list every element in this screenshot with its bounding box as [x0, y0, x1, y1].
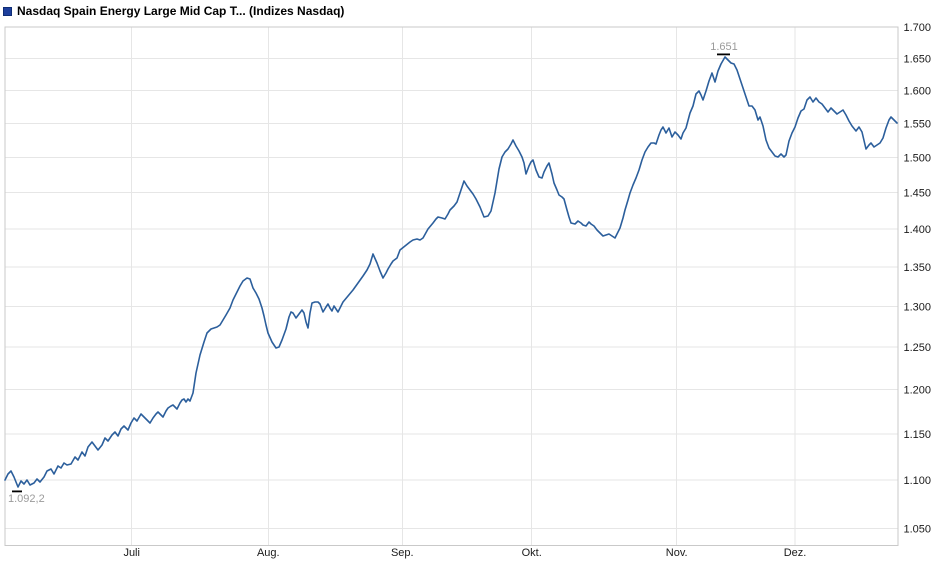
x-axis-label: Okt. — [522, 547, 542, 559]
y-axis-label: 1.200 — [904, 385, 932, 397]
y-axis-label: 1.050 — [904, 523, 932, 535]
x-axis-label: Juli — [123, 547, 140, 559]
y-axis-label: 1.400 — [904, 224, 932, 236]
y-axis-label: 1.450 — [904, 188, 932, 200]
y-axis-label: 1.100 — [904, 475, 932, 487]
high-value-label: 1.651 — [710, 41, 738, 53]
plot-border — [4, 26, 899, 546]
low-value-label: 1.092,2 — [8, 493, 45, 505]
low-tick-mark — [12, 490, 22, 493]
x-axis-label: Sep. — [391, 547, 414, 559]
x-axis-label: Aug. — [257, 547, 280, 559]
y-axis-label: 1.650 — [904, 53, 932, 65]
price-line — [4, 56, 898, 488]
y-axis-label: 1.300 — [904, 301, 932, 313]
x-axis-label: Nov. — [666, 547, 688, 559]
y-axis-label: 1.500 — [904, 152, 932, 164]
y-axis-label: 1.150 — [904, 429, 932, 441]
chart-title: Nasdaq Spain Energy Large Mid Cap T... (… — [17, 4, 345, 18]
y-axis-label: 1.350 — [904, 262, 932, 274]
x-axis-label: Dez. — [784, 547, 807, 559]
y-axis-label: 1.600 — [904, 85, 932, 97]
y-axis-label: 1.550 — [904, 118, 932, 130]
y-axis-label: 1.700 — [904, 22, 932, 34]
high-tick-mark — [717, 53, 730, 56]
y-axis-label: 1.250 — [904, 342, 932, 354]
chart-header: Nasdaq Spain Energy Large Mid Cap T... (… — [3, 3, 344, 19]
series-color-icon — [3, 6, 12, 16]
